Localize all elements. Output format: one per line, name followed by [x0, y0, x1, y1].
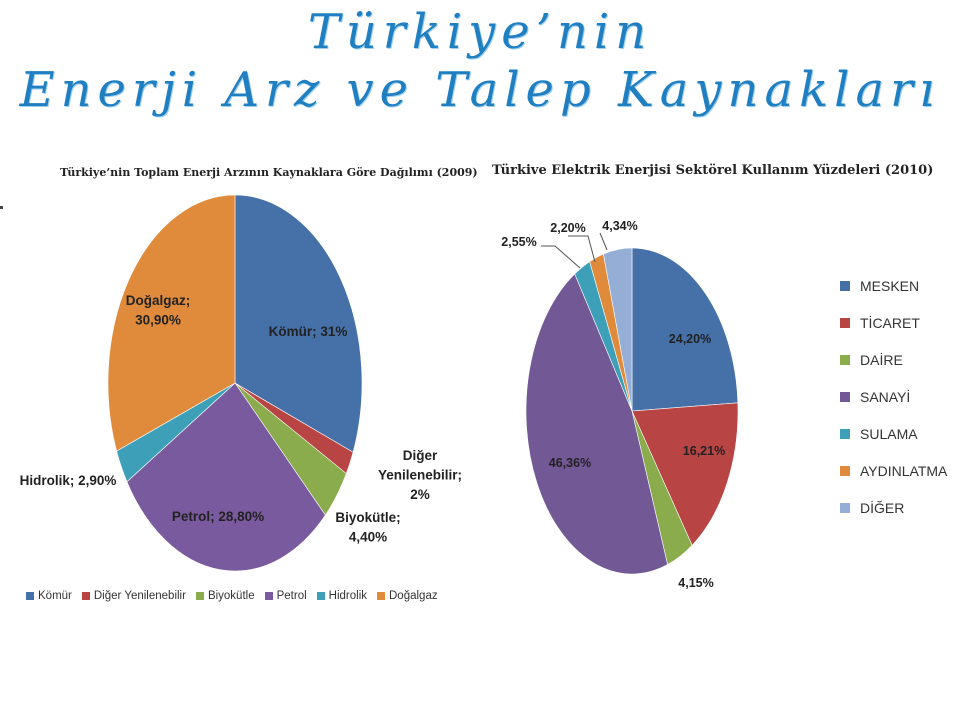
pie2-leader-sulama [541, 245, 581, 269]
legend2-item-daire: DAİRE [840, 352, 947, 368]
legend2-swatch [840, 355, 850, 365]
pie2-slice-diger [603, 247, 633, 412]
legend2-label: SULAMA [860, 426, 918, 442]
pie1-label-hidrolik: Hidrolik; 2,90% [20, 473, 117, 488]
legend1-swatch [316, 592, 325, 600]
legend1-item-dogalgaz: Doğalgaz [377, 590, 438, 602]
legend2-item-aydinlatma: AYDINLATMA [840, 463, 947, 479]
legend2-item-diger: DİĞER [840, 500, 947, 516]
pie1-label-komur: Kömür; 31% [269, 324, 348, 339]
legend2-item-mesken: MESKEN [840, 278, 947, 294]
chart1-title: Türkiye’nin Toplam Enerji Arzının Kaynak… [60, 166, 478, 179]
legend2-label: TİCARET [860, 315, 920, 331]
legend1-label: Biyokütle [207, 590, 255, 602]
legend2-swatch [840, 392, 850, 402]
legend1-label: Petrol [276, 590, 307, 602]
legend2-label: DİĞER [860, 500, 905, 516]
pie1-label-biyokutle: Biyokütle; 4,40% [335, 510, 400, 545]
legend1-label: Kömür [38, 590, 72, 602]
pie2-label-mesken: 24,20% [669, 332, 711, 346]
legend2-item-sulama: SULAMA [840, 426, 947, 442]
chart2-title-text: Türkive Elektrik Enerjisi Sektörel Kulla… [492, 163, 881, 178]
pie2-label-diger: 4,34% [602, 219, 637, 233]
slide-title-line1: Türkiye’nin [307, 4, 653, 60]
legend2-item-sanayi: SANAYİ [840, 389, 947, 405]
legend1-swatch [264, 592, 273, 600]
chart1-legend: Kömür Diğer Yenilenebilir Biyokütle Petrol H… [26, 590, 438, 602]
chart2-year: (2010) [884, 163, 934, 178]
pie1-slice-dogalgaz [107, 194, 236, 452]
pie-chart-electricity-use: 24,20% 16,21% 4,15% 46,36% 2,55% 2,20% 4,34% [501, 219, 739, 590]
pie2-leader-diger [599, 232, 608, 251]
legend2-label: SANAYİ [860, 389, 911, 405]
legend2-label: AYDINLATMA [860, 463, 948, 479]
legend1-item-biyokutle: Biyokütle [195, 590, 255, 602]
legend2-swatch [840, 429, 850, 439]
pie2-slice-mesken [631, 247, 739, 412]
legend1-label: Hidrolik [328, 590, 367, 602]
legend1-item-komur: Kömür [26, 590, 72, 602]
legend1-label: Doğalgaz [389, 590, 438, 602]
legend1-swatch [377, 592, 385, 600]
chart2-legend: MESKEN TİCARET DAİRE SANAYİ SULAMA AYDINLATMA… [840, 278, 947, 516]
pie1-label-diger-yenilenebilir: Diğer Yenilenebilir; 2% [378, 448, 462, 502]
legend2-label: MESKEN [860, 278, 920, 294]
legend1-item-hidrolik: Hidrolik [316, 590, 367, 602]
pie2-leader-aydinlatma [568, 235, 596, 263]
legend1-swatch [195, 592, 204, 600]
legend2-swatch [840, 281, 850, 291]
legend1-swatch [81, 592, 90, 600]
stray-mark [0, 206, 3, 209]
pie2-slice-sanayi [525, 273, 668, 575]
pie2-label-sulama: 2,55% [501, 235, 536, 249]
legend1-label: Diğer Yenilenebilir [93, 590, 186, 602]
legend2-swatch [840, 318, 850, 328]
legend1-item-diger-yenilenebilir: Diğer Yenilenebilir [81, 590, 186, 602]
legend2-label: DAİRE [860, 352, 903, 368]
pie1-slice-petrol [126, 382, 326, 572]
chart2-title: Türkive Elektrik Enerjisi Sektörel Kulla… [492, 163, 933, 178]
pie1-slice-komur [234, 194, 363, 453]
legend2-swatch [840, 466, 850, 476]
pie2-slice-ticaret [631, 402, 739, 546]
legend1-item-petrol: Petrol [264, 590, 307, 602]
legend1-swatch [26, 592, 34, 600]
slide-title-line2: Enerji Arz ve Talep Kaynakları [19, 62, 941, 118]
pie1-label-petrol: Petrol; 28,80% [172, 509, 264, 524]
pie-chart-energy-supply: Kömür; 31% Diğer Yenilenebilir; 2% Biyokütle… [20, 194, 462, 572]
pie2-label-aydinlatma: 2,20% [550, 221, 585, 235]
legend2-swatch [840, 503, 850, 513]
pie1-label-dogalgaz: Doğalgaz; 30,90% [126, 293, 191, 328]
pie2-label-ticaret: 16,21% [683, 444, 725, 458]
pie2-label-sanayi: 46,36% [549, 456, 591, 470]
pie2-label-daire: 4,15% [678, 576, 713, 590]
legend2-item-ticaret: TİCARET [840, 315, 947, 331]
